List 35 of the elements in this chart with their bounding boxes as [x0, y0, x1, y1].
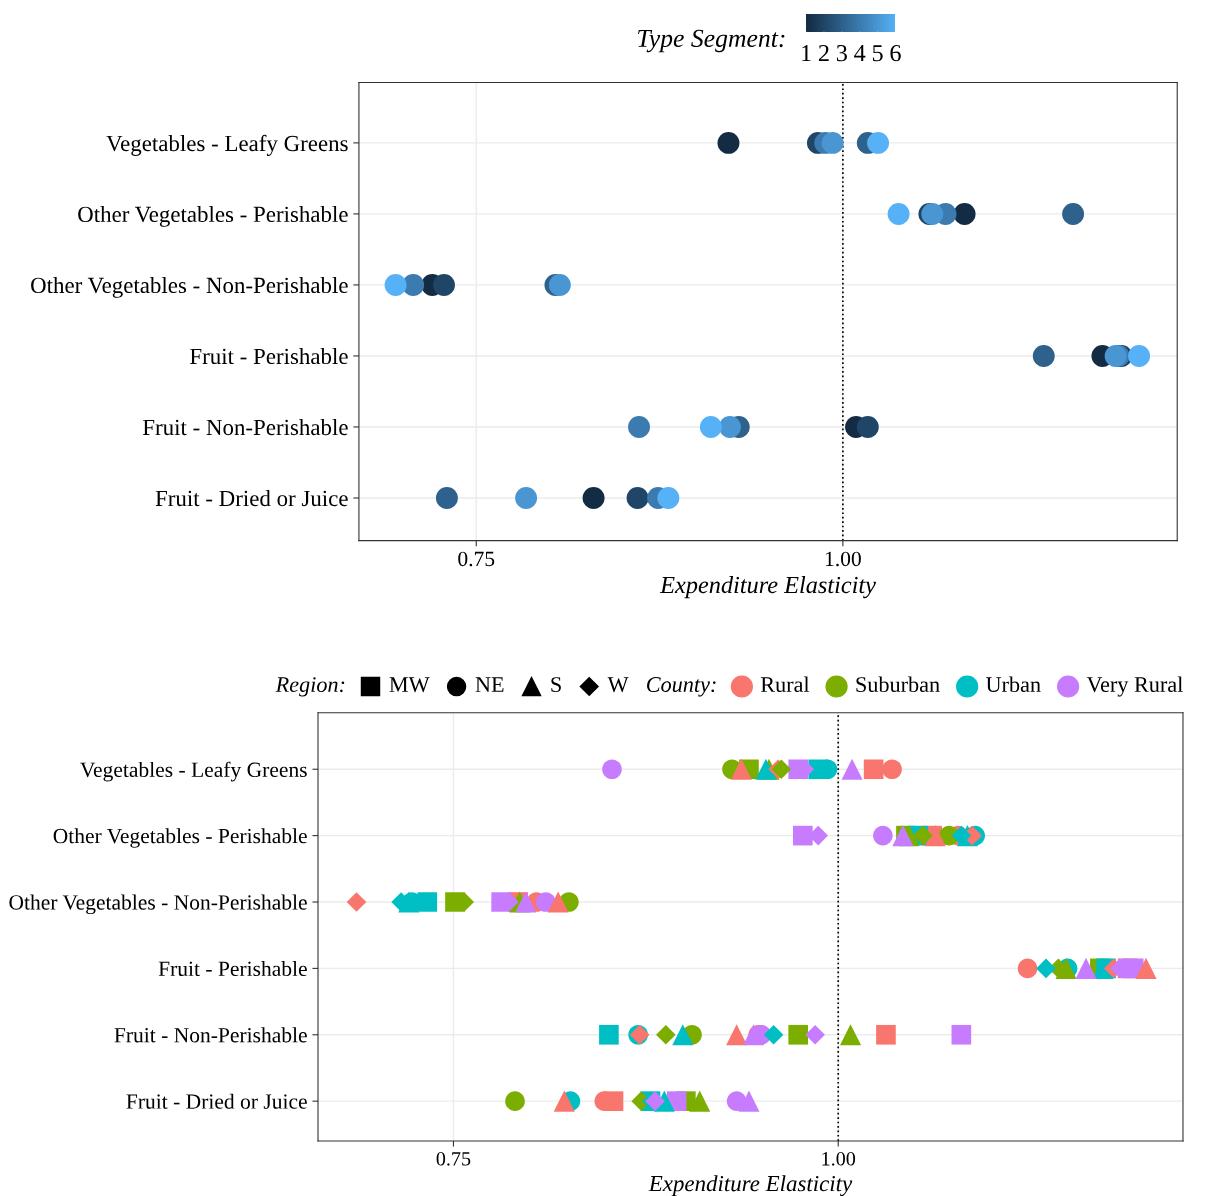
color-bar-label: 5	[872, 45, 883, 62]
text: NE	[475, 677, 504, 692]
text: MW	[389, 677, 430, 693]
x-tick-label: 0.75	[436, 1151, 471, 1166]
color-bar-title: Type Segment:	[638, 29, 785, 53]
y-tick-label: Fruit - Dried or Juice	[126, 1093, 307, 1109]
x-tick-label: 1.00	[825, 551, 861, 567]
text: Urban	[985, 676, 1041, 693]
color-bar-label: 6	[890, 44, 901, 62]
y-tick-label: Other Vegetables - Non-Perishable	[31, 276, 348, 298]
text: S	[551, 677, 561, 693]
color-bar-label: 3	[836, 44, 847, 62]
color-bar-label: 2	[818, 44, 829, 62]
text: W	[607, 677, 629, 693]
y-tick-label: Fruit - Non-Perishable	[114, 1027, 307, 1043]
text: Very Rural	[1086, 676, 1183, 697]
y-tick-label: Fruit - Non-Perishable	[142, 419, 348, 436]
y-tick-label: Fruit - Perishable	[190, 347, 348, 365]
text: Suburban	[856, 676, 940, 693]
y-tick-label: Other Vegetables - Perishable	[53, 828, 307, 848]
y-tick-label: Other Vegetables - Non-Perishable	[9, 894, 307, 915]
x-axis-title: Expenditure Elasticity	[648, 1175, 853, 1196]
y-tick-label: Vegetables - Leafy Greens	[106, 134, 348, 156]
y-tick-label: Fruit - Perishable	[158, 960, 307, 977]
text: Rural	[760, 676, 810, 693]
x-tick-label: 1.00	[822, 1151, 856, 1166]
x-axis-title: Expenditure Elasticity	[659, 576, 876, 599]
text: Region:	[275, 677, 345, 697]
y-tick-label: Other Vegetables - Perishable	[78, 205, 348, 227]
y-tick-label: Vegetables - Leafy Greens	[80, 761, 307, 782]
color-bar-label: 4	[854, 45, 866, 62]
text: County:	[646, 677, 716, 697]
color-bar-label: 1	[802, 45, 811, 62]
x-tick-label: 0.75	[458, 551, 495, 567]
y-tick-label: Fruit - Dried or Juice	[155, 490, 348, 507]
